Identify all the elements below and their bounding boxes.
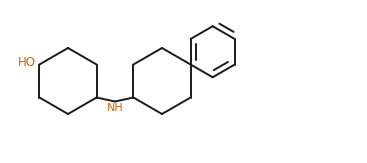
Text: NH: NH [107, 103, 123, 112]
Text: HO: HO [18, 57, 36, 69]
